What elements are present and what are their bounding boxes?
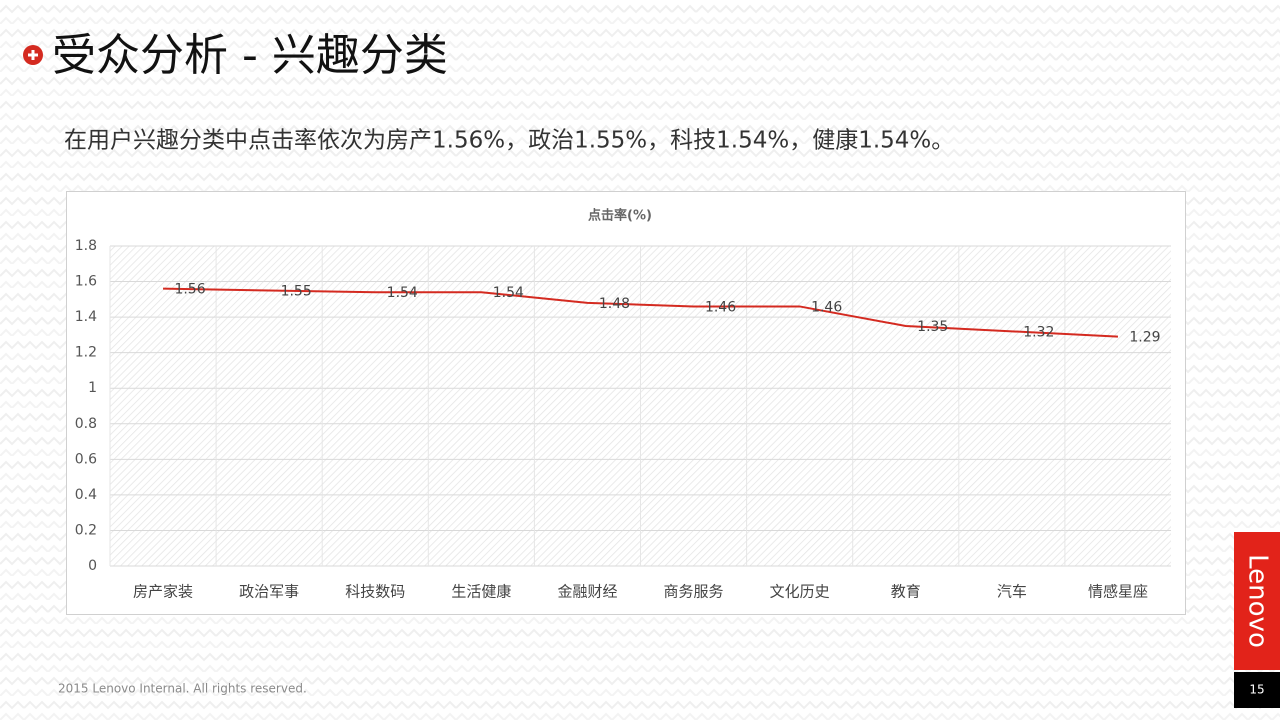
x-tick-label: 情感星座	[1088, 583, 1148, 601]
y-tick-label: 0.4	[75, 487, 97, 503]
x-tick-label: 房产家装	[133, 583, 193, 601]
data-label: 1.54	[493, 285, 524, 301]
data-label: 1.46	[811, 299, 842, 315]
chart: 0 0.2 0.4 0.6 0.8 1 1.2 1.4 1.6 1.8 房产家装 政治军事 科技数码 生活…	[75, 238, 1171, 601]
x-tick-label: 科技数码	[345, 583, 405, 601]
y-tick-label: 0	[88, 558, 97, 574]
line	[163, 287, 1119, 338]
x-tick-label: 金融财经	[557, 583, 617, 601]
y-tick-label: 0.6	[75, 451, 97, 467]
x-tick-label: 教育	[891, 583, 921, 601]
y-tick-label: 0.2	[75, 522, 97, 538]
logo: Lenovo	[1243, 554, 1273, 648]
x-tick-label: 政治军事	[239, 583, 299, 601]
y-tick-label: 1.2	[75, 345, 97, 361]
x-tick-label: 文化历史	[770, 583, 830, 601]
slide-subtitle: 在用户兴趣分类中点击率依次为房产1.56%，政治1.55%，科技1.54%，健康…	[64, 128, 954, 154]
data-label: 1.46	[705, 299, 736, 315]
x-tick-label: 汽车	[997, 583, 1027, 601]
data-label: 1.32	[1023, 324, 1054, 340]
y-tick-label: 0.8	[75, 416, 97, 432]
slide-title: 受众分析 - 兴趣分类	[52, 30, 448, 81]
y-tick-label: 1.6	[75, 274, 97, 290]
page-number-box	[1234, 672, 1280, 708]
y-tick-label: 1.4	[75, 309, 97, 325]
data-label: 1.29	[1129, 330, 1160, 346]
y-tick-label: 1	[88, 380, 97, 396]
footer: 2015 Lenovo Internal. All rights reserve…	[58, 682, 307, 696]
chart-title: 点击率(%)	[588, 208, 652, 224]
data-label: 1.56	[174, 282, 205, 298]
x-tick-label: 商务服务	[664, 583, 724, 601]
title-icon-plus	[28, 50, 38, 60]
data-label: 1.55	[281, 283, 312, 299]
data-label: 1.48	[599, 296, 630, 312]
data-label: 1.54	[387, 285, 418, 301]
x-tick-label: 生活健康	[451, 583, 511, 601]
data-label: 1.35	[917, 319, 948, 335]
logo-box	[1234, 532, 1280, 670]
page-number: 15	[1249, 683, 1264, 697]
y-tick-label: 1.8	[75, 238, 97, 254]
